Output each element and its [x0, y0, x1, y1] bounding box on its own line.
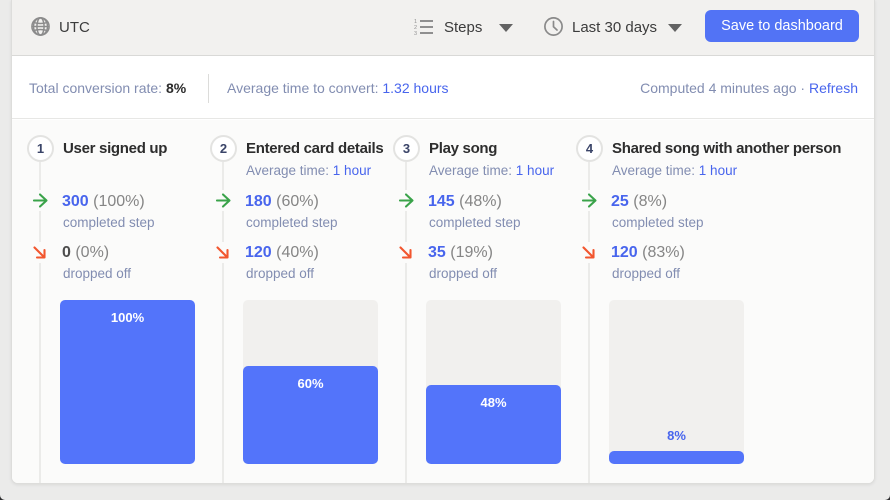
svg-text:3: 3	[414, 31, 417, 36]
svg-text:2: 2	[414, 25, 417, 31]
svg-text:1: 1	[414, 19, 417, 25]
